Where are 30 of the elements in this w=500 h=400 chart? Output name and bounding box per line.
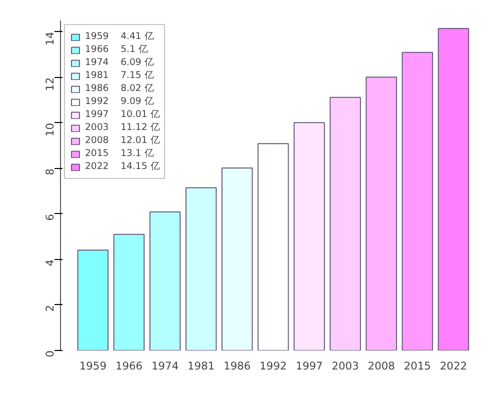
x-tick-label: 1959	[79, 360, 107, 372]
x-tick-label: 1981	[188, 360, 215, 372]
y-tick-label: 10	[44, 122, 56, 136]
x-tick-label: 2003	[332, 360, 359, 372]
x-tick-label: 1966	[115, 360, 143, 372]
legend-label: 1997 10.01 亿	[85, 108, 160, 121]
x-tick-label: 2022	[440, 360, 468, 372]
x-tick-label: 2008	[368, 360, 396, 372]
x-tick-label: 1992	[260, 360, 287, 372]
x-tick-label: 2015	[404, 360, 431, 372]
legend-label: 1986 8.02 亿	[85, 82, 154, 95]
y-tick-label: 12	[44, 77, 56, 91]
y-tick-label: 0	[44, 350, 56, 358]
legend-label: 1974 6.09 亿	[85, 56, 154, 69]
y-tick-label: 8	[44, 168, 56, 176]
x-tick-label: 1974	[151, 360, 179, 372]
y-tick-label: 2	[44, 304, 56, 312]
legend-label: 1959 4.41 亿	[85, 30, 154, 43]
legend-label: 2022 14.15 亿	[85, 160, 160, 173]
x-tick-label: 1986	[224, 360, 251, 372]
legend-label: 1966 5.1 亿	[85, 43, 148, 56]
y-tick-label: 4	[44, 259, 56, 266]
y-tick-label: 14	[44, 32, 56, 46]
x-tick-label: 1997	[296, 360, 323, 372]
legend-label: 2003 11.12 亿	[85, 121, 160, 134]
legend-label: 2008 12.01 亿	[85, 134, 160, 147]
legend-label: 2015 13.1 亿	[85, 147, 154, 160]
legend-label: 1981 7.15 亿	[85, 69, 154, 82]
y-tick-label: 6	[44, 214, 56, 221]
legend-label: 1992 9.09 亿	[85, 95, 154, 108]
